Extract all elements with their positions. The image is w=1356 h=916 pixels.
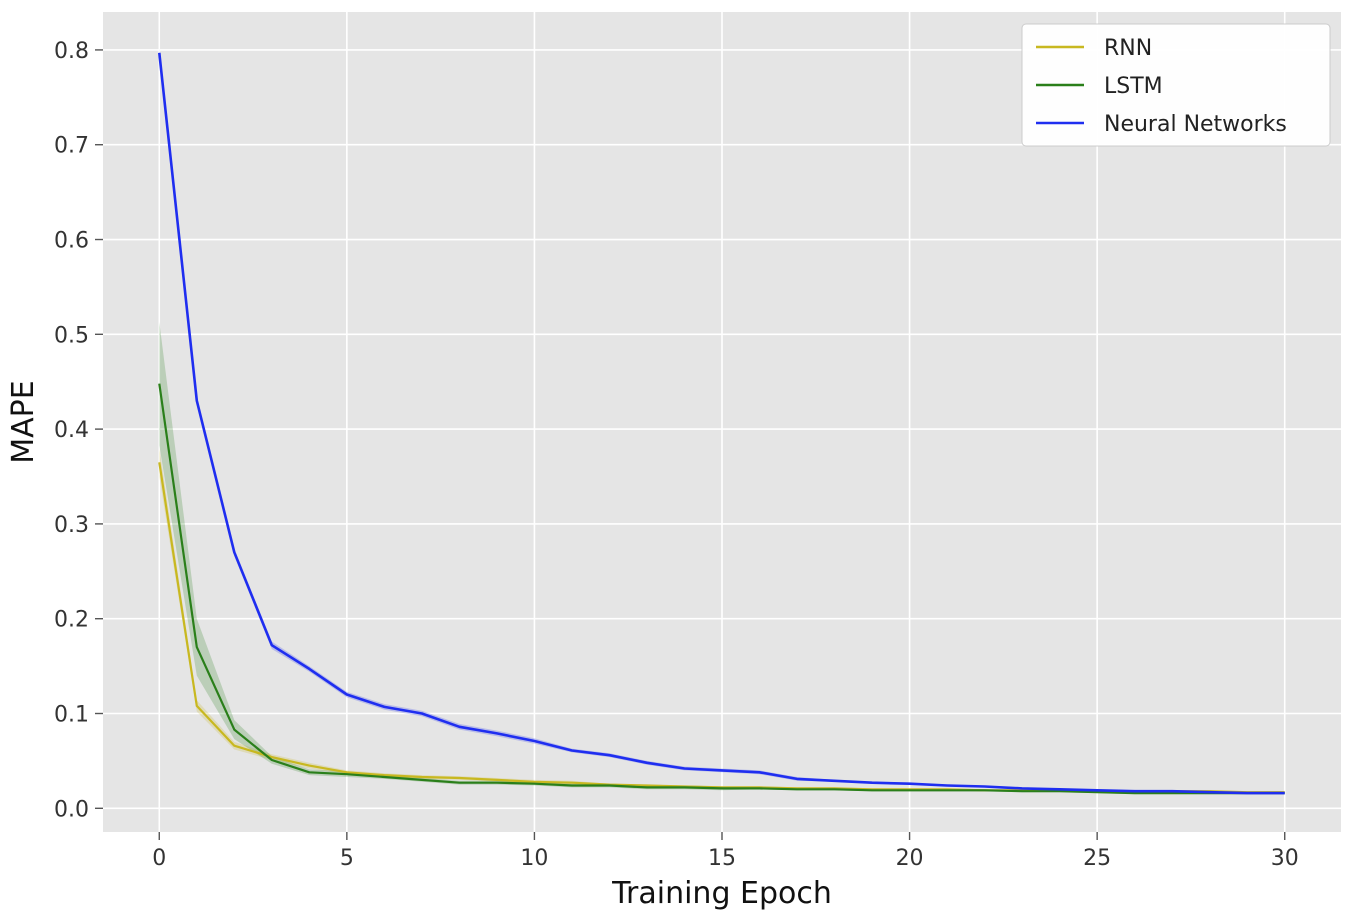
y-tick-label: 0.1 [54, 703, 89, 728]
legend-box [1021, 23, 1331, 147]
y-tick-label: 0.8 [54, 39, 89, 64]
series-lines [158, 52, 1285, 795]
confidence-bands [159, 49, 1285, 795]
legend-label: RNN [1104, 36, 1152, 61]
y-axis-ticks: 0.0 0.1 0.2 0.3 0.4 0.5 0.6 0.7 0.8 [54, 39, 103, 822]
legend-label: Neural Networks [1104, 112, 1287, 137]
line-lstm [158, 383, 1285, 795]
x-tick-label: 25 [1083, 846, 1111, 871]
y-axis-label: MAPE [6, 380, 41, 463]
x-tick-label: 5 [340, 846, 354, 871]
legend: RNN LSTM Neural Networks [1021, 23, 1331, 147]
y-tick-label: 0.5 [54, 323, 89, 348]
line-neural-networks [158, 52, 1285, 795]
x-tick-label: 15 [708, 846, 736, 871]
x-axis-label: Training Epoch [611, 876, 832, 911]
x-tick-label: 20 [896, 846, 924, 871]
y-tick-label: 0.2 [54, 608, 89, 633]
y-tick-label: 0.4 [54, 418, 89, 443]
x-tick-label: 0 [152, 846, 166, 871]
y-tick-label: 0.6 [54, 229, 89, 254]
x-tick-label: 10 [520, 846, 548, 871]
x-axis-ticks: 0 5 10 15 20 25 30 [152, 832, 1299, 871]
y-tick-label: 0.3 [54, 513, 89, 538]
x-tick-label: 30 [1271, 846, 1299, 871]
y-tick-label: 0.0 [54, 797, 89, 822]
legend-label: LSTM [1104, 74, 1163, 99]
grid-lines [103, 12, 1341, 832]
y-tick-label: 0.7 [54, 134, 89, 159]
band-rnn [159, 448, 1285, 794]
